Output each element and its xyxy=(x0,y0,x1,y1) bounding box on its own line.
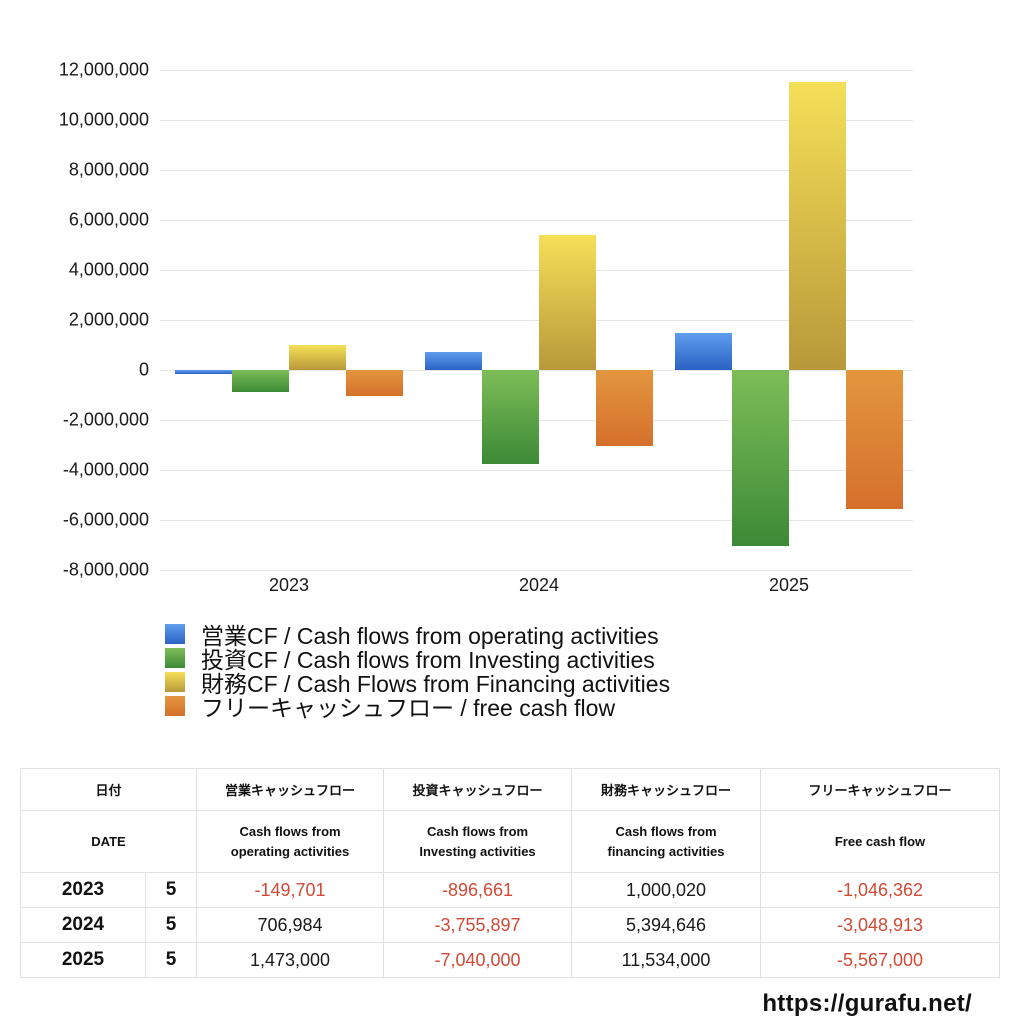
y-tick-label: -6,000,000 xyxy=(62,509,149,530)
bar-2023-series-0 xyxy=(175,370,232,374)
bar-2024-series-1 xyxy=(482,370,539,464)
y-tick-label: 4,000,000 xyxy=(68,259,149,280)
legend-swatch-yellow xyxy=(165,672,185,692)
legend-label: フリーキャッシュフロー / free cash flow xyxy=(201,695,616,721)
header-text: Cash flows from operating activities xyxy=(230,823,350,859)
gridline xyxy=(160,170,913,171)
bar-2025-series-1 xyxy=(732,370,789,546)
header-investing-jp: 投資キャッシュフロー xyxy=(383,768,573,811)
gridline xyxy=(160,270,913,271)
bar-2024-series-0 xyxy=(425,352,482,370)
legend-swatch-blue xyxy=(165,624,185,644)
legend-item-operating: 営業CF / Cash flows from operating activit… xyxy=(165,622,670,649)
y-tick-label: 2,000,000 xyxy=(68,309,149,330)
legend-swatch-green xyxy=(165,648,185,668)
cell-investing: -3,755,897 xyxy=(383,907,573,943)
header-operating-en: Cash flows from operating activities xyxy=(196,810,385,873)
table-row: 2024 5 706,984 -3,755,897 5,394,646 -3,0… xyxy=(20,907,1001,943)
y-tick-label: -2,000,000 xyxy=(62,409,149,430)
legend-item-free-cash-flow: フリーキャッシュフロー / free cash flow xyxy=(165,694,670,721)
gridline xyxy=(160,70,913,71)
y-tick-label: 6,000,000 xyxy=(68,209,149,230)
cell-month: 5 xyxy=(144,942,198,978)
legend: 営業CF / Cash flows from operating activit… xyxy=(165,622,670,721)
cell-operating: 1,473,000 xyxy=(196,942,385,978)
table-row: 2025 5 1,473,000 -7,040,000 11,534,000 -… xyxy=(20,942,1001,978)
cell-free: -5,567,000 xyxy=(760,942,1001,978)
gridline xyxy=(160,570,913,571)
x-tick-label: 2023 xyxy=(268,575,310,595)
cell-investing: -7,040,000 xyxy=(383,942,573,978)
bar-2024-series-2 xyxy=(539,235,596,370)
cell-operating: 706,984 xyxy=(196,907,385,943)
y-tick-label: 12,000,000 xyxy=(58,59,149,80)
cell-free: -1,046,362 xyxy=(760,872,1001,908)
header-investing-en: Cash flows from Investing activities xyxy=(383,810,573,873)
y-tick-label: 8,000,000 xyxy=(68,159,149,180)
gridline xyxy=(160,220,913,221)
cell-investing: -896,661 xyxy=(383,872,573,908)
site-url[interactable]: https://gurafu.net/ xyxy=(762,990,972,1017)
cell-financing: 5,394,646 xyxy=(571,907,762,943)
header-financing-en: Cash flows from financing activities xyxy=(571,810,762,873)
cell-operating: -149,701 xyxy=(196,872,385,908)
bar-2025-series-2 xyxy=(789,81,846,370)
bar-2024-series-3 xyxy=(596,370,653,447)
cell-month: 5 xyxy=(144,907,198,943)
header-row-jp: 日付 営業キャッシュフロー 投資キャッシュフロー 財務キャッシュフロー フリーキ… xyxy=(19,768,1001,811)
header-free-jp: フリーキャッシュフロー xyxy=(760,768,1001,811)
gridline xyxy=(160,470,913,471)
header-text: Cash flows from Investing activities xyxy=(419,823,536,859)
x-tick-label: 2025 xyxy=(768,575,810,595)
header-financing-jp: 財務キャッシュフロー xyxy=(571,768,762,811)
header-operating-jp: 営業キャッシュフロー xyxy=(196,768,385,811)
bar-2023-series-2 xyxy=(289,344,346,370)
header-date-en: DATE xyxy=(19,810,198,873)
header-row-en: DATE Cash flows from operating activitie… xyxy=(19,810,1001,873)
bar-chart: 12,000,000 10,000,000 8,000,000 6,000,000 4,… xyxy=(58,59,913,595)
cell-month: 5 xyxy=(144,872,198,908)
cell-free: -3,048,913 xyxy=(760,907,1001,943)
bar-2023-series-1 xyxy=(232,370,289,393)
gridline xyxy=(160,520,913,521)
table-row: 2023 5 -149,701 -896,661 1,000,020 -1,04… xyxy=(20,872,1001,908)
header-date-jp: 日付 xyxy=(19,768,198,811)
gridline xyxy=(160,320,913,321)
x-tick-label: 2024 xyxy=(518,575,560,595)
bar-2025-series-0 xyxy=(675,333,732,370)
header-free-en: Free cash flow xyxy=(760,810,1001,873)
cash-flow-table: 日付 営業キャッシュフロー 投資キャッシュフロー 財務キャッシュフロー フリーキ… xyxy=(19,768,1001,978)
legend-label: 投資CF / Cash flows from Investing activit… xyxy=(201,647,655,673)
cell-year: 2023 xyxy=(20,872,146,908)
cell-financing: 11,534,000 xyxy=(571,942,762,978)
header-text: Cash flows from financing activities xyxy=(607,823,725,859)
y-tick-label: -8,000,000 xyxy=(62,559,149,580)
y-tick-label: 0 xyxy=(138,359,149,380)
cell-year: 2025 xyxy=(20,942,146,978)
legend-label: 営業CF / Cash flows from operating activit… xyxy=(201,623,659,649)
legend-item-financing: 財務CF / Cash Flows from Financing activit… xyxy=(165,670,670,697)
bar-2023-series-3 xyxy=(346,370,403,397)
y-tick-label: 10,000,000 xyxy=(58,109,149,130)
legend-item-investing: 投資CF / Cash flows from Investing activit… xyxy=(165,646,670,673)
cell-year: 2024 xyxy=(20,907,146,943)
bar-2025-series-3 xyxy=(846,370,903,510)
gridline xyxy=(160,120,913,121)
legend-swatch-orange xyxy=(165,696,185,716)
legend-label: 財務CF / Cash Flows from Financing activit… xyxy=(201,671,671,697)
y-tick-label: -4,000,000 xyxy=(62,459,149,480)
cell-financing: 1,000,020 xyxy=(571,872,762,908)
